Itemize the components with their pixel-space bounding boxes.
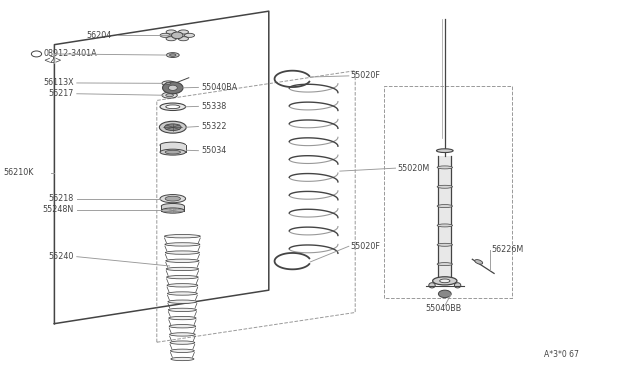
Ellipse shape [437, 243, 452, 246]
Text: 55338: 55338 [202, 102, 227, 111]
Ellipse shape [166, 105, 180, 109]
Ellipse shape [168, 308, 196, 311]
Ellipse shape [167, 283, 198, 287]
Ellipse shape [160, 142, 186, 148]
Ellipse shape [437, 224, 452, 227]
Ellipse shape [164, 124, 181, 131]
Text: 55020F: 55020F [351, 71, 381, 80]
Text: 55322: 55322 [202, 122, 227, 131]
Ellipse shape [436, 149, 453, 153]
Ellipse shape [166, 275, 198, 279]
Ellipse shape [171, 357, 194, 360]
Text: 08912-3401A: 08912-3401A [44, 49, 97, 58]
Text: 55040BB: 55040BB [426, 304, 462, 313]
Ellipse shape [164, 234, 200, 238]
Ellipse shape [178, 30, 189, 34]
Ellipse shape [160, 195, 186, 203]
Ellipse shape [160, 149, 186, 155]
Ellipse shape [168, 292, 197, 295]
Circle shape [168, 85, 177, 90]
Ellipse shape [437, 185, 452, 188]
Ellipse shape [170, 349, 195, 353]
Text: 56204: 56204 [87, 31, 112, 40]
Ellipse shape [168, 300, 197, 304]
Ellipse shape [454, 283, 461, 288]
Circle shape [172, 32, 183, 39]
Ellipse shape [165, 196, 180, 201]
Ellipse shape [162, 81, 175, 86]
Ellipse shape [165, 150, 180, 154]
Bar [438, 156, 451, 279]
Ellipse shape [437, 166, 452, 169]
Ellipse shape [169, 324, 196, 328]
Ellipse shape [437, 205, 452, 208]
Bar [160, 145, 186, 152]
Circle shape [438, 290, 451, 298]
Text: 56210K: 56210K [3, 169, 33, 177]
Bar [161, 206, 184, 211]
Ellipse shape [162, 92, 177, 98]
Ellipse shape [166, 52, 179, 57]
Ellipse shape [169, 316, 196, 320]
Ellipse shape [166, 37, 177, 41]
Ellipse shape [184, 33, 195, 37]
Ellipse shape [166, 94, 173, 97]
Text: 56217: 56217 [48, 89, 74, 98]
Text: 55240: 55240 [48, 252, 74, 261]
Text: 56113X: 56113X [43, 78, 74, 87]
Ellipse shape [160, 103, 186, 110]
Text: 56226M: 56226M [492, 246, 524, 254]
Text: 55248N: 55248N [42, 205, 74, 214]
Text: 55020F: 55020F [351, 242, 381, 251]
Ellipse shape [437, 263, 452, 266]
Ellipse shape [166, 259, 199, 263]
Text: B: B [35, 52, 38, 57]
Ellipse shape [170, 333, 195, 336]
Ellipse shape [165, 243, 200, 246]
Circle shape [31, 51, 42, 57]
Ellipse shape [165, 251, 200, 254]
Ellipse shape [170, 54, 176, 56]
Ellipse shape [161, 208, 184, 213]
Ellipse shape [475, 260, 483, 264]
Polygon shape [54, 11, 269, 324]
Ellipse shape [178, 37, 189, 41]
Text: 56218: 56218 [49, 194, 74, 203]
Ellipse shape [170, 341, 195, 344]
Text: 55040BA: 55040BA [202, 83, 238, 92]
Circle shape [163, 82, 183, 94]
Ellipse shape [166, 82, 171, 84]
Ellipse shape [159, 121, 186, 133]
Ellipse shape [433, 277, 457, 285]
Ellipse shape [160, 33, 170, 37]
Ellipse shape [166, 267, 198, 271]
Text: 55034: 55034 [202, 146, 227, 155]
Text: A*3*0 67: A*3*0 67 [544, 350, 579, 359]
Ellipse shape [440, 279, 450, 283]
Ellipse shape [161, 203, 184, 209]
Ellipse shape [429, 283, 435, 288]
Ellipse shape [166, 30, 177, 34]
Text: <2>: <2> [44, 56, 62, 65]
Text: 55020M: 55020M [397, 164, 429, 173]
